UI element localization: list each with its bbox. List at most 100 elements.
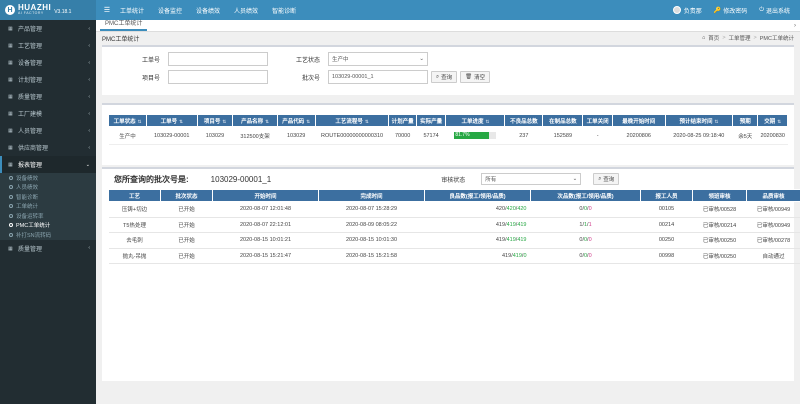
page-title: PMC工单统计: [102, 36, 140, 43]
col-project-no[interactable]: 项目号 ⇅: [196, 114, 234, 127]
sidebar-item-quality-2[interactable]: ▦ 质量管理 ‹: [8, 245, 90, 253]
breadcrumb-separator: >: [753, 35, 757, 41]
col-route[interactable]: 工艺流程号 ⇅: [314, 114, 390, 127]
chevron-down-icon: ⌄: [419, 56, 424, 62]
grid-icon: ▦: [8, 60, 13, 66]
col-good-count: 良品数(报工/领用/品质): [424, 189, 531, 202]
sidebar-sub-smart-diagnosis[interactable]: 智能诊断: [0, 192, 96, 202]
breadcrumb-separator: >: [722, 35, 726, 41]
change-password-link[interactable]: 🔑 修改密码: [713, 7, 748, 15]
progress-bar: 81.7%: [454, 132, 497, 139]
sidebar-item-staff[interactable]: ▦ 人员管理 ‹: [8, 127, 90, 136]
sidebar-item-equipment[interactable]: ▦ 设备管理 ‹: [8, 59, 90, 68]
col-expected-end[interactable]: 预计结束时间 ⇅: [664, 114, 734, 127]
col-closed[interactable]: 工单关闭: [582, 114, 613, 127]
batch-no-input[interactable]: 103029-00001_1: [328, 70, 428, 84]
logout-link[interactable]: ⏻ 退出系统: [759, 6, 790, 15]
breadcrumb-order-management[interactable]: 工单管理: [728, 36, 751, 42]
col-latest-start[interactable]: 最晚开始时间: [611, 114, 666, 127]
sidebar-item-plan[interactable]: ▦ 计划管理 ‹: [8, 76, 90, 85]
grid-icon: ▦: [8, 111, 13, 117]
chevron-left-icon: ‹: [88, 144, 90, 151]
search-icon: ⌕: [436, 73, 440, 80]
sort-icon: ⇅: [265, 118, 269, 124]
sidebar-sub-equipment-performance[interactable]: 设备绩效: [0, 173, 96, 183]
sidebar-sub-equipment-rate[interactable]: 设备运转率: [0, 211, 96, 221]
sidebar-item-reports[interactable]: ▦ 报表管理 ⌄: [0, 156, 96, 173]
project-no-label: 项目号: [141, 75, 160, 82]
breadcrumb: ⌂ 首页 > 工单管理 > PMC工单统计: [699, 34, 794, 42]
version-label: V3.18.1: [54, 9, 72, 15]
audit-status-select[interactable]: 所有 ⌄: [481, 173, 582, 185]
table-row[interactable]: 生产中 103029-00001 103029 312500支架 103029 …: [108, 126, 788, 145]
col-actual[interactable]: 实际产量: [415, 114, 447, 127]
sidebar-sub-reprint-sn[interactable]: 补打SN流转码: [0, 230, 96, 240]
col-delivery[interactable]: 交期 ⇅: [757, 114, 788, 127]
tab-pmc-order-stats[interactable]: PMC工单统计: [100, 18, 148, 31]
orders-table: 工单状态 ⇅ 工单号 ⇅ 项目号 ⇅ 产品名称 ⇅ 产品代码 ⇅ 工艺流程号 ⇅ 计划产量 …: [108, 114, 788, 145]
sidebar-item-supplier[interactable]: ▦ 供应商管理 ‹: [8, 144, 90, 153]
col-process: 工艺: [108, 189, 161, 202]
chevron-left-icon: ‹: [88, 76, 90, 83]
col-status[interactable]: 工单状态 ⇅: [108, 114, 147, 127]
key-icon: 🔑: [713, 7, 722, 14]
breadcrumb-home[interactable]: 首页: [708, 36, 720, 42]
col-defects[interactable]: 不良品总数: [504, 114, 544, 127]
order-no-input[interactable]: [168, 52, 268, 66]
chevron-left-icon: ‹: [88, 110, 90, 117]
nav-item-smart-diagnosis[interactable]: 智能诊断: [272, 8, 297, 15]
sidebar-sub-staff-performance[interactable]: 人员绩效: [0, 183, 96, 193]
user-menu[interactable]: 负责那: [672, 6, 702, 15]
sidebar-item-quality[interactable]: ▦ 质量管理 ‹: [8, 93, 90, 102]
table-row[interactable]: 抛丸-吊抛 已开始 2020-08-15 15:21:47 2020-08-15…: [108, 248, 800, 264]
grid-icon: ▦: [8, 162, 13, 168]
table-row[interactable]: 压铸+切边 已开始 2020-08-07 12:01:48 2020-08-07…: [108, 201, 800, 218]
avatar: [672, 6, 681, 14]
logo-title: HUAZHI: [18, 3, 52, 13]
sort-icon: ⇅: [777, 118, 782, 124]
chevron-left-icon: ‹: [88, 25, 90, 32]
col-planned[interactable]: 计划产量: [388, 114, 417, 127]
batch-header-row: 工艺 批次状态 开始时间 完成时间 良品数(报工/领用/品质) 次品数(报工/领…: [108, 189, 800, 202]
circle-icon: [9, 175, 13, 180]
sort-icon: ⇅: [222, 118, 227, 124]
batch-query-label: 您所查询的批次号是:: [114, 174, 189, 184]
sort-icon: ⇅: [306, 118, 311, 124]
home-icon: ⌂: [701, 35, 706, 41]
sidebar-sub-pmc-order-stats[interactable]: PMC工单统计: [0, 221, 96, 231]
menu-toggle-icon[interactable]: ☰: [103, 7, 111, 14]
col-product-name[interactable]: 产品名称 ⇅: [232, 114, 278, 127]
col-product-code[interactable]: 产品代码 ⇅: [276, 114, 316, 127]
page-header: PMC工单统计 ⌂ 首页 > 工单管理 > PMC工单统计: [96, 32, 800, 44]
batch-search-button[interactable]: ⌕ 查询: [593, 173, 620, 185]
sidebar-sub-order-stats[interactable]: 工单统计: [0, 202, 96, 212]
circle-icon: [9, 185, 13, 190]
process-status-select[interactable]: 生产中 ⌄: [328, 52, 428, 66]
col-order-no[interactable]: 工单号 ⇅: [145, 114, 198, 127]
sidebar-item-product[interactable]: ▦ 产品管理 ‹: [8, 25, 90, 34]
grid-icon: ▦: [8, 94, 13, 100]
col-expected[interactable]: 预期: [732, 114, 759, 127]
table-row[interactable]: 去毛刺 已开始 2020-08-15 10:01:21 2020-08-15 1…: [108, 232, 800, 249]
breadcrumb-current: PMC工单统计: [759, 36, 794, 42]
chevron-right-icon[interactable]: ›: [794, 22, 796, 29]
circle-icon: [9, 194, 13, 199]
sidebar-item-factory[interactable]: ▦ 工厂建模 ‹: [8, 110, 90, 119]
grid-icon: ▦: [8, 77, 13, 83]
col-wip[interactable]: 在制品总数: [542, 114, 584, 127]
project-no-input[interactable]: [168, 70, 268, 84]
clear-button[interactable]: 🗑 清空: [460, 71, 491, 83]
nav-item-equipment-performance[interactable]: 设备绩效: [196, 8, 221, 15]
col-progress[interactable]: 工单进度 ⇅: [445, 114, 506, 127]
nav-item-order-stats[interactable]: 工单统计: [120, 8, 145, 15]
grid-icon: ▦: [8, 245, 13, 252]
search-button[interactable]: ⌕ 查询: [431, 71, 458, 83]
sidebar-item-process[interactable]: ▦ 工艺管理 ‹: [8, 42, 90, 51]
table-row[interactable]: T5热处理 已开始 2020-08-07 22:12:01 2020-08-09…: [108, 217, 800, 233]
main-content: PMC工单统计 › PMC工单统计 ⌂ 首页 > 工单管理 > PMC工单统计 …: [96, 20, 800, 404]
orders-header-row: 工单状态 ⇅ 工单号 ⇅ 项目号 ⇅ 产品名称 ⇅ 产品代码 ⇅ 工艺流程号 ⇅ 计划产量 …: [108, 114, 788, 127]
nav-item-equipment-monitor[interactable]: 设备监控: [158, 8, 183, 15]
orders-panel: 工单状态 ⇅ 工单号 ⇅ 项目号 ⇅ 产品名称 ⇅ 产品代码 ⇅ 工艺流程号 ⇅ 计划产量 …: [102, 103, 794, 165]
chevron-down-icon: ⌄: [572, 176, 578, 182]
nav-item-staff-performance[interactable]: 人员绩效: [234, 8, 259, 15]
